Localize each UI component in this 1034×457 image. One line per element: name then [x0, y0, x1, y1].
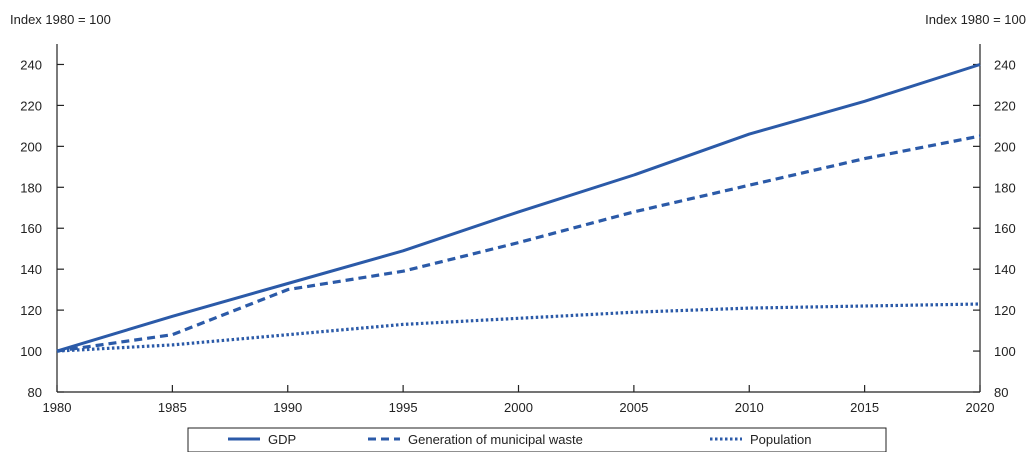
- y-tick-label-right-120: 120: [994, 303, 1016, 318]
- y-tick-label-left-120: 120: [20, 303, 42, 318]
- y-tick-label-right-80: 80: [994, 385, 1008, 400]
- axes: 80 80 100 100 120 120 140 140 160 160 180 180 200 200…: [20, 44, 1016, 415]
- legend: GDP Generation of municipal waste Populati…: [187, 427, 887, 453]
- series-line-gdp: [56, 63, 981, 353]
- y-tick-label-left-100: 100: [20, 344, 42, 359]
- x-tick-label-2010: 2010: [735, 400, 764, 415]
- x-tick-label-1985: 1985: [158, 400, 187, 415]
- y-tick-label-left-200: 200: [20, 139, 42, 154]
- x-tick-label-1990: 1990: [273, 400, 302, 415]
- series-line-generation-of-municipal-waste: [56, 134, 981, 353]
- y-tick-label-left-180: 180: [20, 180, 42, 195]
- left-axis-title: Index 1980 = 100: [10, 12, 111, 27]
- y-tick-label-right-140: 140: [994, 262, 1016, 277]
- x-tick-label-2000: 2000: [504, 400, 533, 415]
- y-tick-label-right-160: 160: [994, 221, 1016, 236]
- legend-box: [187, 427, 887, 453]
- y-tick-label-right-100: 100: [994, 344, 1016, 359]
- x-tick-label-2015: 2015: [850, 400, 879, 415]
- x-tick-label-1995: 1995: [389, 400, 418, 415]
- y-tick-label-left-80: 80: [28, 385, 42, 400]
- y-tick-label-left-140: 140: [20, 262, 42, 277]
- x-tick-label-1980: 1980: [43, 400, 72, 415]
- x-tick-label-2020: 2020: [966, 400, 995, 415]
- right-axis-title: Index 1980 = 100: [925, 12, 1026, 27]
- y-tick-label-right-180: 180: [994, 180, 1016, 195]
- x-tick-label-2005: 2005: [619, 400, 648, 415]
- y-tick-label-left-240: 240: [20, 57, 42, 72]
- legend-label-3: Population: [750, 432, 811, 447]
- y-tick-label-right-220: 220: [994, 98, 1016, 113]
- y-tick-label-left-160: 160: [20, 221, 42, 236]
- y-tick-label-right-240: 240: [994, 57, 1016, 72]
- y-tick-label-left-220: 220: [20, 98, 42, 113]
- series-line-population: [56, 302, 981, 353]
- series-layer: [56, 63, 981, 353]
- legend-label-2: Generation of municipal waste: [408, 432, 583, 447]
- y-tick-label-right-200: 200: [994, 139, 1016, 154]
- legend-label-1: GDP: [268, 432, 296, 447]
